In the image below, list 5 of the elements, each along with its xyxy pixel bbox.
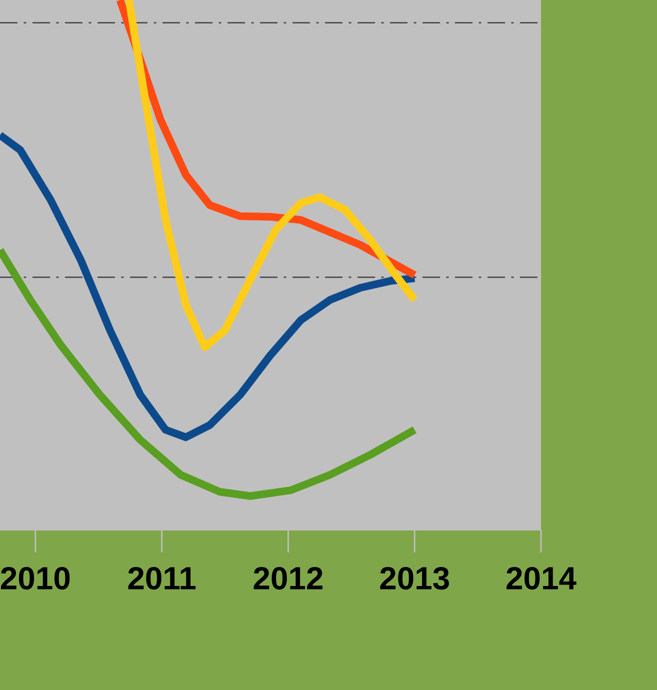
x-tick-label: 2011: [128, 566, 196, 590]
x-tick-label: 2012: [254, 566, 322, 590]
x-tick-label: 2010: [0, 566, 70, 590]
x-tick-label: 2013: [380, 566, 449, 590]
x-tick-label: 2014: [506, 566, 576, 590]
